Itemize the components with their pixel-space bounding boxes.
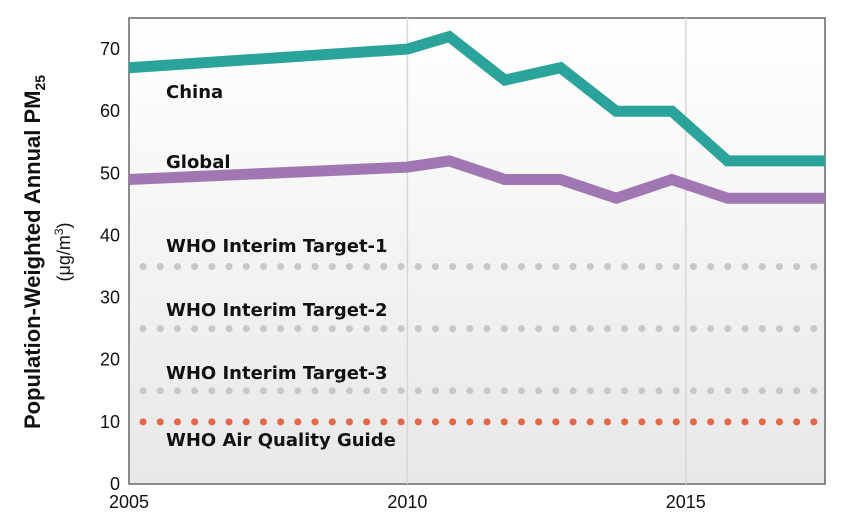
y-axis-title-subscript: 25 [32,75,48,91]
y-axis-unit-suffix: ) [54,222,74,228]
y-tick-label-2: 20 [100,350,120,370]
axes: 0 10 20 30 40 50 60 70 2005 2010 2015 [100,39,706,512]
x-tick-label-0: 2005 [109,492,149,512]
y-axis-unit-superscript: 3 [52,228,66,235]
grid [406,18,687,484]
label-who-interim-target-2: WHO Interim Target-2 [166,300,388,321]
y-tick-label-0: 0 [110,474,120,494]
y-axis-title-main: Population-Weighted Annual PM [20,91,45,430]
y-axis-title: Population-Weighted Annual PM25 [20,75,48,429]
y-tick-label-5: 50 [100,163,120,183]
plot-area [128,17,826,485]
y-tick-label-3: 30 [100,288,120,308]
y-tick-label-4: 40 [100,225,120,245]
y-axis-unit-prefix: (μg/m [54,235,74,281]
x-tick-label-2: 2015 [666,492,706,512]
label-who-air-quality-guide: WHO Air Quality Guide [166,430,396,451]
label-who-interim-target-1: WHO Interim Target-1 [166,236,388,257]
x-tick-label-1: 2010 [387,492,427,512]
y-tick-label-7: 70 [100,39,120,59]
label-china: China [166,82,223,103]
y-axis-unit: (μg/m3) [52,222,74,281]
y-tick-label-1: 10 [100,412,120,432]
series-line-china [128,30,825,167]
y-tick-label-6: 60 [100,101,120,121]
label-who-interim-target-3: WHO Interim Target-3 [166,363,388,384]
label-global: Global [166,152,231,173]
series-line-global [128,155,825,205]
reference-lines [139,263,827,426]
series-lines [128,30,825,205]
